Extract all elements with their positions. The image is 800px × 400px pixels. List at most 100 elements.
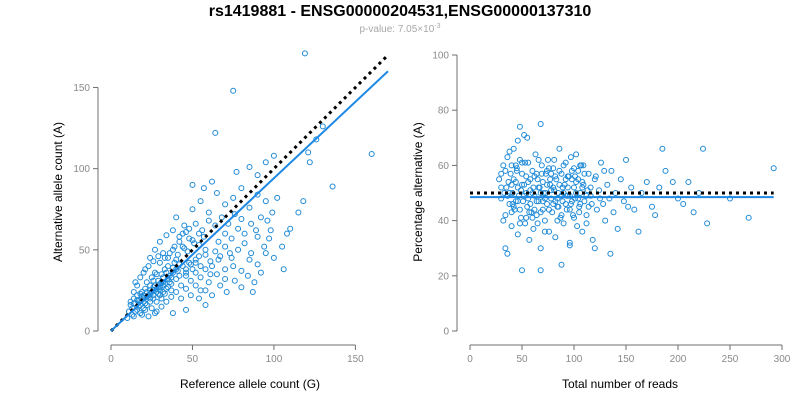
data-point xyxy=(251,279,258,286)
left-y-tick-label-3: 150 xyxy=(73,83,90,94)
data-point xyxy=(163,232,170,239)
data-point xyxy=(212,248,219,255)
data-point xyxy=(510,176,517,183)
data-point xyxy=(213,190,220,196)
data-point xyxy=(166,250,173,257)
data-point xyxy=(500,162,507,169)
data-point xyxy=(496,176,503,183)
data-point xyxy=(614,225,621,232)
data-point xyxy=(163,298,170,305)
data-point xyxy=(600,201,607,207)
data-point xyxy=(179,230,186,237)
data-point xyxy=(218,214,225,221)
data-point xyxy=(173,276,180,282)
data-point xyxy=(572,173,578,180)
data-point xyxy=(539,198,546,205)
data-point xyxy=(158,295,165,302)
data-point xyxy=(507,170,514,177)
data-point xyxy=(580,181,587,188)
chart-title: rs1419881 - ENSG00000204531,ENSG00000137… xyxy=(208,3,592,20)
data-point xyxy=(576,209,583,216)
data-point xyxy=(608,167,615,174)
data-point xyxy=(527,176,534,183)
data-point xyxy=(150,295,157,302)
right-x-axis-title: Total number of reads xyxy=(562,377,678,391)
data-point xyxy=(745,214,752,221)
data-point xyxy=(695,190,702,196)
data-point xyxy=(604,181,611,188)
left-x-tick-label-0: 0 xyxy=(108,354,114,365)
data-point xyxy=(226,250,233,257)
data-point xyxy=(134,297,141,304)
data-point xyxy=(589,236,596,243)
data-point xyxy=(160,279,167,286)
data-point xyxy=(571,165,577,172)
data-point xyxy=(585,203,592,210)
data-point xyxy=(153,271,160,278)
data-point xyxy=(560,220,567,227)
data-point xyxy=(610,209,617,216)
data-point xyxy=(270,152,277,159)
data-point xyxy=(544,181,550,188)
data-point xyxy=(571,184,577,191)
data-point xyxy=(659,145,666,152)
data-point xyxy=(160,289,167,295)
data-point xyxy=(228,235,235,242)
data-point xyxy=(230,87,237,94)
data-point xyxy=(238,284,245,291)
right-x-tick-label-0: 0 xyxy=(467,354,473,365)
right-y-tick-label-0: 0 xyxy=(443,327,449,338)
data-point xyxy=(137,310,144,317)
data-point xyxy=(222,266,229,273)
data-point xyxy=(617,176,624,183)
data-point xyxy=(508,162,515,169)
data-point xyxy=(130,313,137,320)
data-point xyxy=(145,263,152,270)
data-point xyxy=(570,212,576,219)
left-y-axis-title: Alternative allele count (A) xyxy=(51,122,65,262)
data-point xyxy=(192,269,199,276)
data-point xyxy=(196,295,202,302)
data-point xyxy=(581,170,588,177)
data-point xyxy=(593,206,600,213)
data-point xyxy=(262,250,269,257)
data-point xyxy=(770,165,777,172)
data-point xyxy=(130,289,137,295)
data-point xyxy=(652,212,659,219)
data-point xyxy=(235,225,242,232)
data-point xyxy=(168,287,175,294)
data-point xyxy=(563,206,570,213)
data-point xyxy=(231,211,238,218)
data-point xyxy=(165,263,171,270)
data-point xyxy=(506,201,513,207)
data-point xyxy=(222,243,229,250)
right-axes: 0 50 100 150 200 250 300 0 20 40 60 80 100 xyxy=(432,51,790,366)
data-point xyxy=(207,271,214,278)
data-point xyxy=(158,303,165,310)
data-point xyxy=(559,184,566,191)
data-point xyxy=(625,203,632,210)
data-point xyxy=(200,185,207,192)
left-y-tick-label-2: 100 xyxy=(73,164,90,175)
data-point xyxy=(187,292,194,299)
panel-percentage: 0 50 100 150 200 250 300 0 20 40 60 80 100 Total num… xyxy=(411,51,791,392)
data-point xyxy=(178,282,185,289)
data-point xyxy=(631,206,638,213)
data-point xyxy=(568,198,575,205)
data-point xyxy=(704,220,711,227)
data-point xyxy=(523,214,530,221)
data-point xyxy=(575,167,582,174)
data-point xyxy=(537,190,544,196)
data-point xyxy=(173,289,180,295)
data-point xyxy=(554,217,561,224)
data-point xyxy=(274,194,281,201)
data-point xyxy=(498,170,505,177)
data-point xyxy=(512,198,519,205)
data-point xyxy=(574,223,581,230)
data-point xyxy=(196,230,202,237)
data-point xyxy=(537,267,544,274)
right-x-tick-label-3: 150 xyxy=(618,354,635,365)
data-point xyxy=(231,277,238,284)
data-point xyxy=(139,311,145,318)
data-point xyxy=(566,239,573,246)
